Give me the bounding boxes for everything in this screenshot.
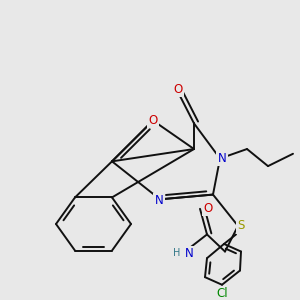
Text: S: S	[237, 219, 245, 232]
Text: Cl: Cl	[216, 287, 228, 300]
Text: O: O	[203, 202, 213, 215]
Text: N: N	[184, 247, 194, 260]
Text: H: H	[173, 248, 181, 258]
Text: N: N	[218, 152, 226, 165]
Text: N: N	[154, 194, 164, 207]
Text: O: O	[173, 83, 183, 96]
Text: O: O	[148, 114, 158, 127]
